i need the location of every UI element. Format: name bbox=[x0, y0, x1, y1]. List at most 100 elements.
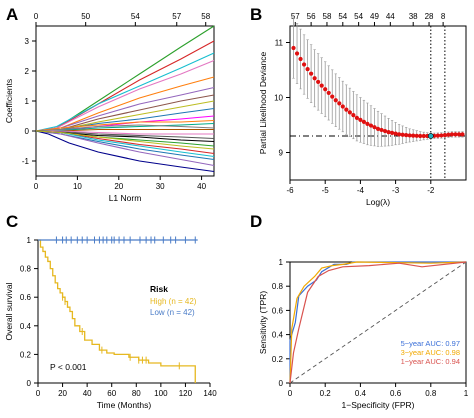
y-tick-label: 0.2 bbox=[272, 355, 284, 364]
deviance-point bbox=[446, 132, 451, 137]
y-tick-label: 0 bbox=[279, 379, 284, 388]
y-tick-label: 1 bbox=[27, 236, 32, 245]
x-axis-label: 1−Specificity (FPR) bbox=[342, 400, 415, 410]
deviance-point bbox=[442, 132, 447, 138]
x-tick-label: -2 bbox=[427, 186, 435, 195]
x-tick-label: -3 bbox=[392, 186, 400, 195]
deviance-point bbox=[298, 56, 303, 62]
roc-curve bbox=[289, 261, 467, 384]
deviance-point bbox=[344, 107, 349, 112]
x-tick-label: 40 bbox=[197, 182, 206, 191]
x-tick-label: 1 bbox=[464, 389, 469, 398]
x-tick-label: 40 bbox=[83, 389, 92, 398]
chart-panel-d: 0 0.2 0.4 0.6 0.8 1 0 0.2 0.4 0.6 0.8 1 1−Specificit… bbox=[258, 258, 469, 410]
x-tick-label: 0.4 bbox=[355, 389, 367, 398]
deviance-point bbox=[361, 119, 367, 124]
deviance-point bbox=[418, 133, 423, 139]
legend-title: Risk bbox=[150, 284, 168, 294]
x-tick-label: 80 bbox=[132, 389, 141, 398]
y-tick-label: 0.2 bbox=[20, 350, 32, 359]
coef-path-line bbox=[35, 119, 215, 132]
coef-path-line bbox=[36, 130, 214, 135]
x-tick-label: 0.2 bbox=[320, 389, 332, 398]
y-tick-label: 10 bbox=[274, 94, 283, 103]
x-tick-label: 0.6 bbox=[390, 389, 402, 398]
deviance-point bbox=[337, 101, 342, 106]
deviance-point bbox=[393, 131, 398, 136]
plot-frame bbox=[289, 25, 467, 181]
top-tick-label: 28 bbox=[425, 12, 434, 21]
deviance-point bbox=[414, 133, 419, 138]
legend-entry: 3−year AUC: 0.98 bbox=[401, 348, 460, 357]
deviance-point bbox=[439, 133, 444, 138]
y-tick-label: 0.8 bbox=[20, 265, 32, 274]
top-tick-label: 56 bbox=[307, 12, 316, 21]
top-tick-label: 54 bbox=[354, 12, 363, 21]
y-axis-label: Partial Likelihood Deviance bbox=[258, 51, 268, 154]
deviance-point bbox=[372, 125, 377, 130]
top-tick-label: 54 bbox=[338, 12, 347, 21]
deviance-point bbox=[340, 104, 345, 109]
deviance-point bbox=[411, 133, 416, 138]
deviance-point bbox=[389, 130, 395, 135]
top-tick-label: 0 bbox=[34, 12, 39, 21]
deviance-point bbox=[400, 132, 405, 137]
legend-entry: Low (n = 42) bbox=[150, 308, 195, 317]
x-tick-label: 10 bbox=[73, 182, 82, 191]
y-tick-label: 3 bbox=[25, 37, 30, 46]
coef-path-line bbox=[35, 25, 215, 132]
deviance-point bbox=[354, 115, 359, 120]
x-tick-label: 20 bbox=[114, 182, 123, 191]
survival-curve bbox=[38, 239, 196, 383]
deviance-point bbox=[309, 71, 314, 76]
top-tick-label: 54 bbox=[131, 12, 140, 21]
x-axis-label: Time (Months) bbox=[97, 400, 152, 410]
x-tick-label: 0 bbox=[288, 389, 293, 398]
x-tick-label: 140 bbox=[203, 389, 217, 398]
x-tick-label: 0 bbox=[36, 389, 41, 398]
coef-path-line bbox=[35, 130, 215, 167]
y-tick-label: 1 bbox=[279, 258, 284, 267]
min-lambda-point bbox=[427, 133, 434, 139]
y-tick-label: 9 bbox=[279, 149, 284, 158]
x-axis-label: Log(λ) bbox=[366, 197, 390, 207]
y-tick-label: 0.6 bbox=[272, 306, 284, 315]
deviance-point bbox=[404, 132, 409, 138]
y-axis-label: Overall survival bbox=[4, 282, 14, 340]
y-axis-label: Sensitivity (TPR) bbox=[258, 291, 268, 354]
deviance-point bbox=[312, 76, 317, 81]
top-tick-label: 58 bbox=[201, 12, 210, 21]
y-tick-label: 0.8 bbox=[272, 282, 284, 291]
y-tick-label: 0 bbox=[25, 127, 30, 136]
deviance-point bbox=[407, 133, 412, 138]
top-tick-label: 44 bbox=[386, 12, 395, 21]
deviance-point bbox=[397, 132, 402, 137]
y-tick-label: 0.6 bbox=[20, 293, 32, 302]
deviance-point bbox=[326, 90, 331, 96]
top-tick-label: 49 bbox=[370, 12, 379, 21]
x-axis-label: L1 Norm bbox=[109, 193, 142, 203]
deviance-point bbox=[453, 132, 458, 137]
legend-entry: 5−year AUC: 0.97 bbox=[401, 339, 460, 348]
y-tick-label: 0.4 bbox=[20, 322, 32, 331]
plot-frame bbox=[35, 25, 215, 177]
x-tick-label: -5 bbox=[322, 186, 330, 195]
x-tick-label: 30 bbox=[156, 182, 165, 191]
deviance-point bbox=[305, 66, 310, 72]
deviance-point bbox=[460, 132, 465, 137]
deviance-point bbox=[375, 126, 381, 131]
deviance-point bbox=[333, 98, 338, 103]
chart-panel-c: 0 20 40 60 80 100 120 140 0 0.2 0.4 0.6 0.8 1 Time (Mo… bbox=[4, 236, 217, 410]
deviance-point bbox=[456, 132, 462, 137]
x-tick-label: 120 bbox=[179, 389, 193, 398]
top-tick-label: 57 bbox=[172, 12, 181, 21]
y-tick-label: 0.4 bbox=[272, 331, 284, 340]
deviance-point bbox=[358, 117, 363, 122]
deviance-point bbox=[449, 132, 455, 137]
coef-path-line bbox=[35, 124, 215, 132]
top-tick-label: 58 bbox=[323, 12, 332, 21]
x-tick-label: 100 bbox=[154, 389, 168, 398]
deviance-point bbox=[386, 130, 391, 135]
y-axis-label: Coefficients bbox=[4, 79, 14, 123]
roc-curve bbox=[289, 261, 467, 384]
